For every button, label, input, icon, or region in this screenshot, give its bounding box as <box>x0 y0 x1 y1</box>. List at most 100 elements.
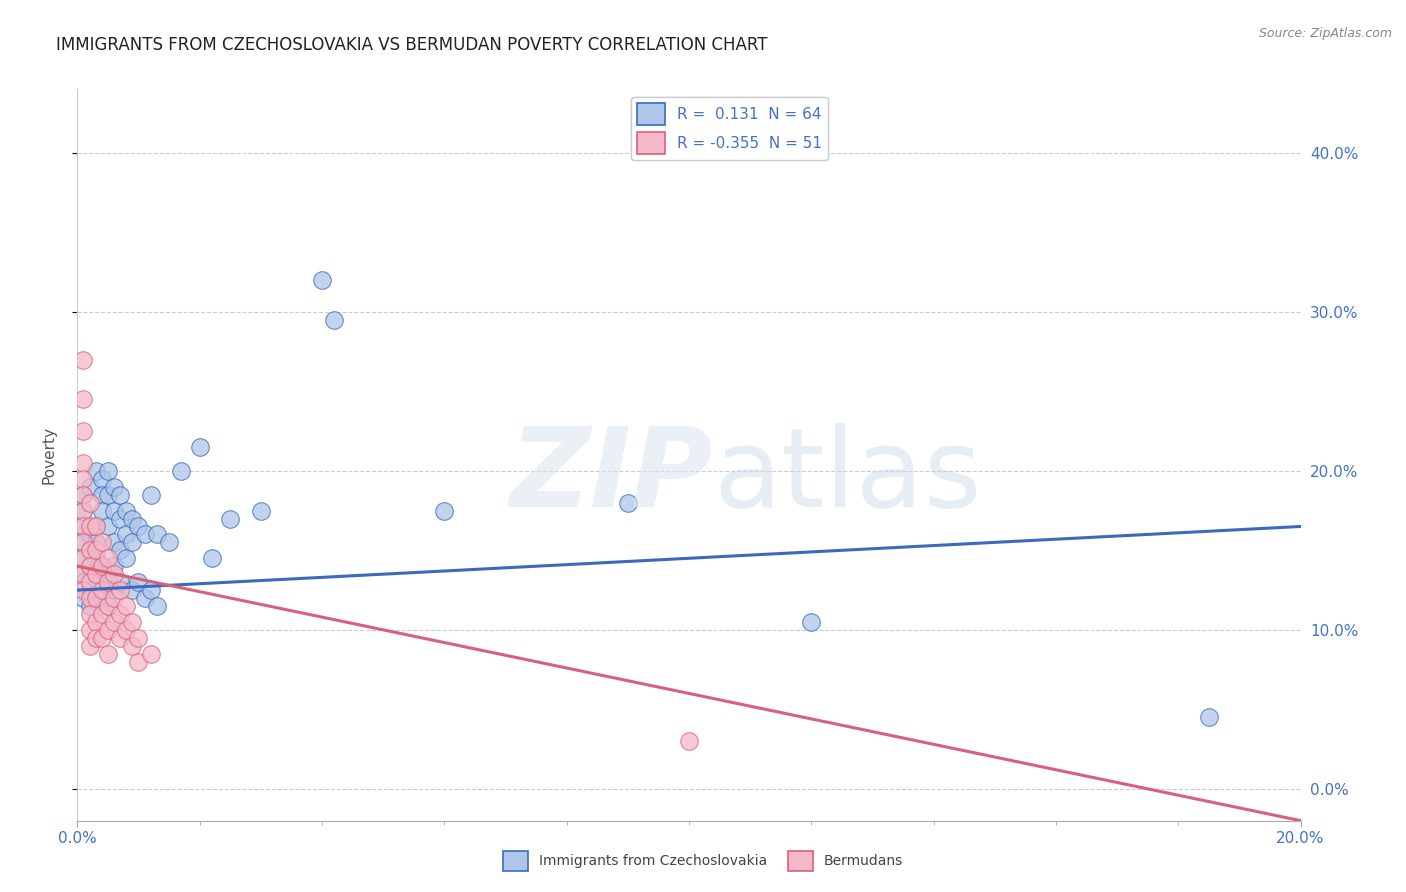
Point <box>90 559 112 574</box>
Point <box>79 599 101 613</box>
Point <box>103 591 125 605</box>
Point <box>90 607 112 621</box>
Point <box>139 488 162 502</box>
Point <box>79 559 101 574</box>
Point <box>84 519 107 533</box>
Point <box>121 583 143 598</box>
Point <box>128 631 150 645</box>
Point <box>108 543 131 558</box>
Point <box>97 488 120 502</box>
Point <box>146 527 169 541</box>
Text: ZIP: ZIP <box>510 424 713 531</box>
Point <box>90 535 112 549</box>
Point <box>121 615 143 629</box>
Point <box>121 511 143 525</box>
Point <box>72 472 94 486</box>
Point <box>72 352 94 367</box>
Point <box>79 623 101 637</box>
Point <box>170 464 193 478</box>
Point <box>79 591 101 605</box>
Point <box>79 543 101 558</box>
Point <box>79 519 101 533</box>
Point <box>128 655 150 669</box>
Point <box>121 535 143 549</box>
Point <box>72 488 94 502</box>
Point <box>84 615 107 629</box>
Point <box>90 472 112 486</box>
Point <box>97 551 120 566</box>
Point <box>72 575 94 590</box>
Point <box>103 480 125 494</box>
Point <box>90 559 112 574</box>
Point <box>90 583 112 598</box>
Point <box>97 464 120 478</box>
Point <box>72 503 94 517</box>
Point <box>72 456 94 470</box>
Point <box>139 647 162 661</box>
Point <box>84 591 107 605</box>
Point <box>219 511 242 525</box>
Point <box>90 631 112 645</box>
Point <box>84 631 107 645</box>
Point <box>79 583 101 598</box>
Point <box>97 599 120 613</box>
Point <box>103 567 125 582</box>
Point <box>139 583 162 598</box>
Point <box>678 734 700 748</box>
Point <box>1198 710 1220 724</box>
Point <box>72 392 94 407</box>
Point <box>84 567 107 582</box>
Text: Source: ZipAtlas.com: Source: ZipAtlas.com <box>1258 27 1392 40</box>
Point <box>97 575 120 590</box>
Point <box>72 519 94 533</box>
Point <box>97 647 120 661</box>
Point <box>433 503 456 517</box>
Point <box>134 591 156 605</box>
Point <box>84 575 107 590</box>
Point <box>79 480 101 494</box>
Point <box>84 543 107 558</box>
Point <box>617 495 640 509</box>
Point <box>90 591 112 605</box>
Point <box>72 591 94 605</box>
Point <box>311 273 333 287</box>
Point <box>72 488 94 502</box>
Point <box>84 519 107 533</box>
Point <box>115 503 138 517</box>
Point <box>72 503 94 517</box>
Point <box>79 527 101 541</box>
Text: atlas: atlas <box>713 424 981 531</box>
Point <box>103 615 125 629</box>
Point <box>157 535 180 549</box>
Point <box>134 527 156 541</box>
Point <box>97 519 120 533</box>
Point <box>103 503 125 517</box>
Point <box>72 519 94 533</box>
Legend: Immigrants from Czechoslovakia, Bermudans: Immigrants from Czechoslovakia, Bermudan… <box>498 846 908 876</box>
Point <box>128 519 150 533</box>
Point <box>250 503 273 517</box>
Point <box>108 631 131 645</box>
Point <box>79 543 101 558</box>
Point <box>97 623 120 637</box>
Point <box>79 639 101 653</box>
Point <box>115 527 138 541</box>
Point <box>72 583 94 598</box>
Point <box>79 575 101 590</box>
Point <box>323 312 346 326</box>
Point <box>72 551 94 566</box>
Point <box>97 567 120 582</box>
Point <box>84 535 107 549</box>
Point <box>800 615 823 629</box>
Point <box>84 464 107 478</box>
Point <box>103 535 125 549</box>
Point <box>108 488 131 502</box>
Point <box>108 607 131 621</box>
Point <box>108 583 131 598</box>
Point <box>146 599 169 613</box>
Point <box>72 551 94 566</box>
Point <box>79 495 101 509</box>
Point <box>90 488 112 502</box>
Point <box>201 551 224 566</box>
Point <box>108 575 131 590</box>
